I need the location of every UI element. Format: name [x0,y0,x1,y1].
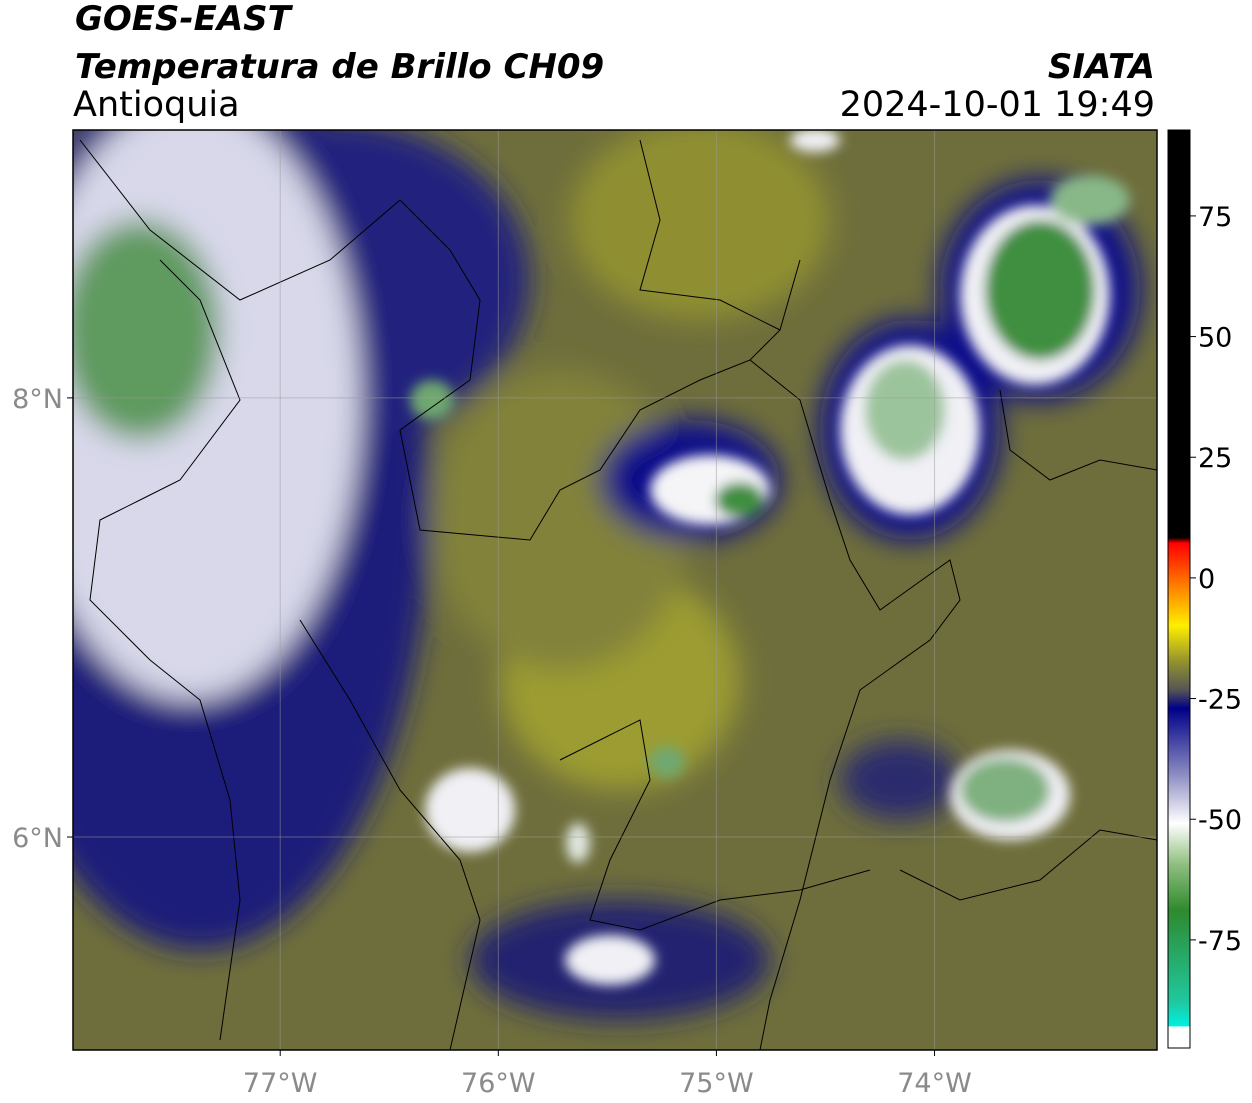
colorbar-tick-label: -25 [1198,685,1242,716]
source: SIATA [1048,47,1155,87]
satellite-image [73,130,1157,1050]
title: GOES-EAST [75,0,294,39]
y-tick-label: 6°N [12,823,63,854]
boundaries [79,139,1157,1050]
map-frame [72,129,1158,1051]
x-tick-label: 76°W [461,1068,536,1099]
x-tick-label: 77°W [243,1068,318,1099]
colorbar-tick-label: -50 [1198,805,1242,836]
datetime: 2024-10-01 19:49 [840,85,1155,125]
colorbar-tick-label: 0 [1198,564,1215,595]
x-tick-label: 74°W [897,1068,972,1099]
region: Antioquia [73,85,240,125]
colorbar-tick-label: 50 [1198,323,1232,354]
subtitle: Temperatura de Brillo CH09 [75,47,604,87]
colorbar-tick-label: 75 [1198,202,1232,233]
colorbar-tick-label: 25 [1198,443,1232,474]
colorbar-tick-label: -75 [1198,926,1242,957]
y-tick-label: 8°N [12,384,63,415]
x-tick-label: 75°W [679,1068,754,1099]
colorbar [1167,129,1191,1049]
graticule [73,130,1157,1050]
